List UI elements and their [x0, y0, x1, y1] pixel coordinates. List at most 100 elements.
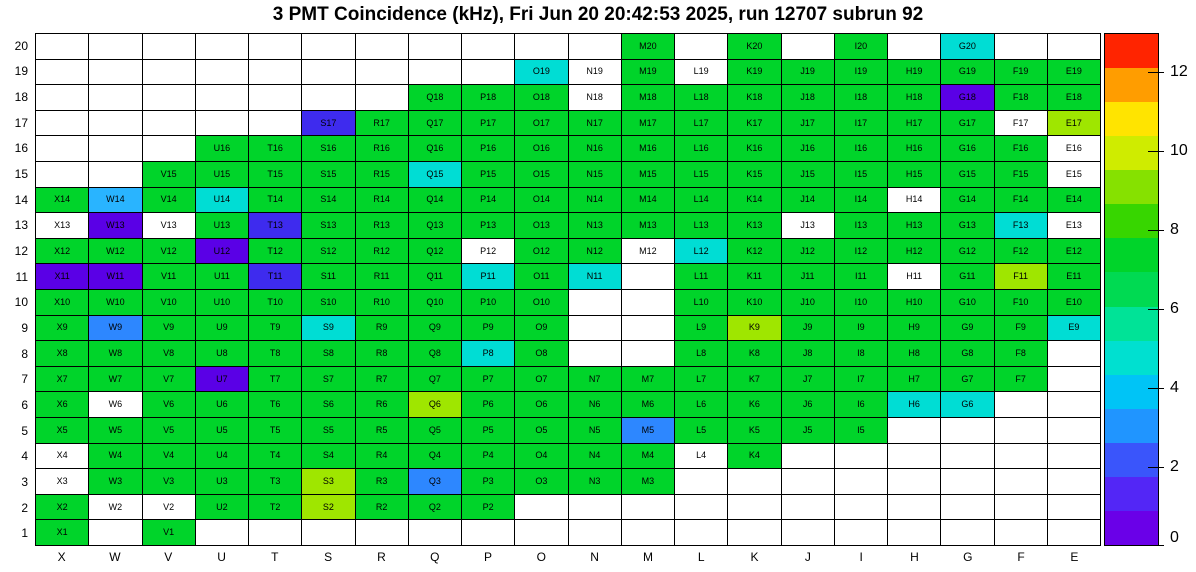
cell-K10: K10 [728, 290, 782, 316]
cell-K9: K9 [728, 315, 782, 342]
cell-empty [888, 469, 942, 495]
cell-empty [1047, 34, 1101, 60]
cell-P10: P10 [462, 290, 516, 316]
cell-W7: W7 [89, 366, 143, 393]
cell-empty [568, 315, 622, 342]
cell-N12: N12 [568, 238, 622, 265]
cell-R6: R6 [355, 392, 409, 418]
cell-O3: O3 [515, 469, 569, 495]
cell-empty [355, 34, 409, 60]
cell-empty [195, 34, 249, 60]
cell-F11: F11 [994, 264, 1048, 290]
colorbar-band [1105, 408, 1158, 443]
cell-empty [888, 34, 942, 60]
cell-empty [728, 494, 782, 521]
cell-O9: O9 [515, 315, 569, 342]
colorbar-band [1105, 102, 1158, 137]
cell-empty [302, 85, 356, 111]
cell-Q11: Q11 [408, 264, 462, 290]
row-label-12: 12 [14, 244, 28, 259]
cell-V10: V10 [142, 290, 196, 316]
row-label-8: 8 [21, 346, 28, 361]
cell-G12: G12 [941, 238, 995, 265]
cell-empty [941, 520, 995, 546]
cell-empty [1047, 392, 1101, 418]
cell-J12: J12 [781, 238, 835, 265]
cell-empty [408, 520, 462, 546]
cell-P13: P13 [462, 213, 516, 239]
cell-empty [195, 85, 249, 111]
cell-empty [781, 34, 835, 60]
colorbar-band [1105, 238, 1158, 273]
cell-G18: G18 [941, 85, 995, 111]
cell-F13: F13 [994, 213, 1048, 239]
row-label-1: 1 [21, 526, 28, 541]
cell-I13: I13 [834, 213, 888, 239]
cell-R4: R4 [355, 443, 409, 470]
cell-N5: N5 [568, 418, 622, 444]
colorbar-band [1105, 34, 1158, 69]
cell-R3: R3 [355, 469, 409, 495]
cell-P11: P11 [462, 264, 516, 290]
cell-T7: T7 [249, 366, 303, 393]
cell-P9: P9 [462, 315, 516, 342]
cell-L12: L12 [675, 238, 729, 265]
cell-P14: P14 [462, 187, 516, 214]
cell-H17: H17 [888, 110, 942, 137]
cell-J5: J5 [781, 418, 835, 444]
cell-P2: P2 [462, 494, 516, 521]
col-label-K: K [750, 550, 759, 564]
cell-empty [89, 136, 143, 162]
cell-I6: I6 [834, 392, 888, 418]
cell-empty [994, 392, 1048, 418]
cell-V12: V12 [142, 238, 196, 265]
cell-Q6: Q6 [408, 392, 462, 418]
cell-L14: L14 [675, 187, 729, 214]
col-label-E: E [1070, 550, 1079, 564]
colorbar-tick-label-2: 2 [1170, 458, 1179, 476]
cell-R14: R14 [355, 187, 409, 214]
cell-O15: O15 [515, 162, 569, 188]
cell-S14: S14 [302, 187, 356, 214]
cell-empty [249, 110, 303, 137]
cell-Q10: Q10 [408, 290, 462, 316]
cell-U14: U14 [195, 187, 249, 214]
cell-H7: H7 [888, 366, 942, 393]
cell-empty [834, 443, 888, 470]
cell-Q13: Q13 [408, 213, 462, 239]
cell-S12: S12 [302, 238, 356, 265]
cell-empty [994, 443, 1048, 470]
cell-H15: H15 [888, 162, 942, 188]
cell-Q2: Q2 [408, 494, 462, 521]
cell-R5: R5 [355, 418, 409, 444]
cell-L9: L9 [675, 315, 729, 342]
cell-Q7: Q7 [408, 366, 462, 393]
cell-F19: F19 [994, 59, 1048, 86]
cell-V1: V1 [142, 520, 196, 546]
cell-N6: N6 [568, 392, 622, 418]
cell-N16: N16 [568, 136, 622, 162]
cell-empty [675, 34, 729, 60]
cell-R8: R8 [355, 341, 409, 367]
cell-K20: K20 [728, 34, 782, 60]
cell-V7: V7 [142, 366, 196, 393]
cell-U9: U9 [195, 315, 249, 342]
cell-empty [781, 520, 835, 546]
cell-I5: I5 [834, 418, 888, 444]
cell-empty [568, 494, 622, 521]
cell-R2: R2 [355, 494, 409, 521]
cell-empty [781, 469, 835, 495]
col-label-F: F [1017, 550, 1025, 564]
cell-G14: G14 [941, 187, 995, 214]
cell-empty [941, 443, 995, 470]
row-label-7: 7 [21, 372, 28, 387]
cell-empty [941, 494, 995, 521]
cell-U10: U10 [195, 290, 249, 316]
cell-X2: X2 [36, 494, 90, 521]
cell-T9: T9 [249, 315, 303, 342]
cell-Q17: Q17 [408, 110, 462, 137]
cell-S11: S11 [302, 264, 356, 290]
colorbar-band [1105, 340, 1158, 375]
cell-O13: O13 [515, 213, 569, 239]
cell-T8: T8 [249, 341, 303, 367]
